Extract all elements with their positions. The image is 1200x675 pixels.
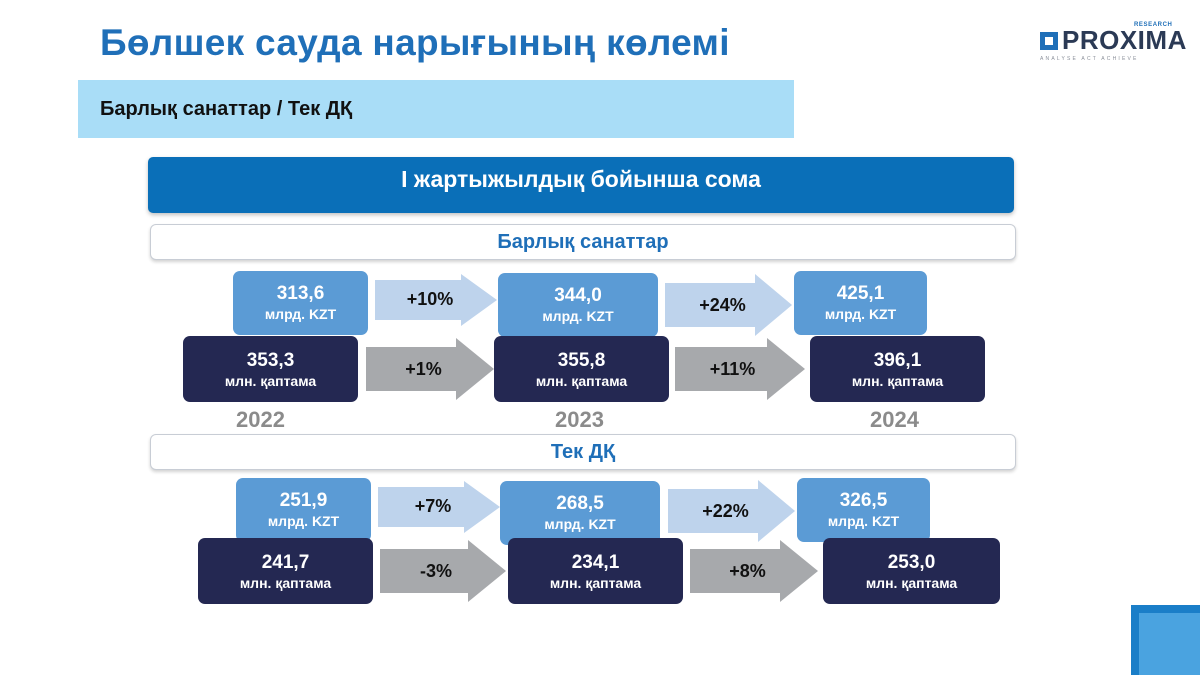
value-box-2023: 268,5 млрд. KZT <box>500 481 660 545</box>
value-unit: млрд. KZT <box>542 308 614 324</box>
pack-unit: млн. қаптама <box>851 373 944 389</box>
arrow-head-icon <box>767 338 805 400</box>
change-percent: -3% <box>419 561 452 581</box>
period-banner: I жартыжылдық бойынша сома <box>148 157 1014 213</box>
arrow-shaft <box>668 489 758 533</box>
value-amount: 313,6 <box>276 283 325 304</box>
change-arrow-value-2022-2023: +10% <box>375 274 497 326</box>
page-title: Бөлшек сауда нарығының көлемі <box>100 22 730 63</box>
section-label-rx-only: Тек ДҚ <box>150 434 1016 470</box>
pack-box-2024: 396,1 млн. қаптама <box>810 336 985 402</box>
value-box-2022: 313,6 млрд. KZT <box>233 271 368 335</box>
value-amount: 425,1 <box>836 283 885 304</box>
arrow-head-icon <box>780 540 818 602</box>
change-percent: +1% <box>405 359 442 379</box>
section-label-all-categories: Барлық санаттар <box>150 224 1016 260</box>
pack-box-2024: 253,0 млн. қаптама <box>823 538 1000 604</box>
pack-amount: 234,1 <box>571 552 620 573</box>
arrow-head-icon <box>758 480 795 542</box>
change-arrow-pack-2022-2023: -3% <box>380 540 506 602</box>
arrow-shaft <box>378 487 464 527</box>
arrow-shaft <box>366 347 456 391</box>
pack-amount: 353,3 <box>246 350 295 371</box>
change-arrow-pack-2023-2024: +8% <box>690 540 818 602</box>
change-arrow-value-2022-2023: +7% <box>378 481 500 533</box>
logo-square-icon <box>1040 32 1058 50</box>
value-amount: 251,9 <box>279 490 328 511</box>
pack-unit: млн. қаптама <box>535 373 628 389</box>
logo-research-label: RESEARCH <box>1134 22 1173 28</box>
pack-amount: 396,1 <box>873 350 922 371</box>
year-label-2022: 2022 <box>236 407 285 432</box>
change-arrow-value-2023-2024: +22% <box>668 480 795 542</box>
logo-name: PROXIMA <box>1062 25 1187 55</box>
change-arrow-pack-2022-2023: +1% <box>366 338 494 400</box>
pack-amount: 355,8 <box>557 350 606 371</box>
arrow-head-icon <box>468 540 506 602</box>
arrow-shaft <box>375 280 461 320</box>
proxima-logo: RESEARCH PROXIMA ANALYSE ACT ACHIEVE <box>1040 22 1186 66</box>
pack-box-2022: 241,7 млн. қаптама <box>198 538 373 604</box>
arrow-shaft <box>690 549 780 593</box>
pack-unit: млн. қаптама <box>549 575 642 591</box>
value-box-2024: 326,5 млрд. KZT <box>797 478 930 542</box>
arrow-shaft <box>665 283 755 327</box>
subtitle-bar: Барлық санаттар / Тек ДҚ <box>78 80 794 138</box>
value-unit: млрд. KZT <box>544 516 616 532</box>
pack-unit: млн. қаптама <box>865 575 958 591</box>
value-unit: млрд. KZT <box>267 513 340 529</box>
subtitle-text: Барлық санаттар / Тек ДҚ <box>100 98 353 120</box>
pack-box-2022: 353,3 млн. қаптама <box>183 336 358 402</box>
pack-unit: млн. қаптама <box>239 575 332 591</box>
change-percent: +7% <box>414 496 452 516</box>
pack-box-2023: 234,1 млн. қаптама <box>508 538 683 604</box>
arrow-head-icon <box>456 338 494 400</box>
pack-amount: 253,0 <box>887 552 936 573</box>
year-label-2023: 2023 <box>555 407 604 432</box>
value-box-2022: 251,9 млрд. KZT <box>236 478 371 542</box>
arrow-head-icon <box>755 274 792 336</box>
arrow-shaft <box>380 549 468 593</box>
pack-box-2023: 355,8 млн. қаптама <box>494 336 669 402</box>
change-percent: +8% <box>729 561 766 581</box>
year-label-2024: 2024 <box>870 407 919 432</box>
logo-tagline: ANALYSE ACT ACHIEVE <box>1040 56 1139 62</box>
value-box-2023: 344,0 млрд. KZT <box>498 273 658 337</box>
change-percent: +11% <box>709 359 756 379</box>
corner-decoration <box>1131 605 1200 675</box>
value-amount: 268,5 <box>556 493 604 514</box>
arrow-shaft <box>675 347 767 391</box>
arrow-head-icon <box>461 274 497 326</box>
value-box-2024: 425,1 млрд. KZT <box>794 271 927 335</box>
value-unit: млрд. KZT <box>824 306 897 322</box>
value-amount: 326,5 <box>839 490 888 511</box>
change-percent: +22% <box>702 501 749 521</box>
value-unit: млрд. KZT <box>827 513 900 529</box>
value-amount: 344,0 <box>554 285 602 306</box>
pack-unit: млн. қаптама <box>224 373 317 389</box>
change-arrow-pack-2023-2024: +11% <box>675 338 805 400</box>
value-unit: млрд. KZT <box>264 306 337 322</box>
change-percent: +24% <box>699 295 746 315</box>
arrow-head-icon <box>464 481 500 533</box>
change-arrow-value-2023-2024: +24% <box>665 274 792 336</box>
change-percent: +10% <box>406 289 454 309</box>
pack-amount: 241,7 <box>261 552 310 573</box>
